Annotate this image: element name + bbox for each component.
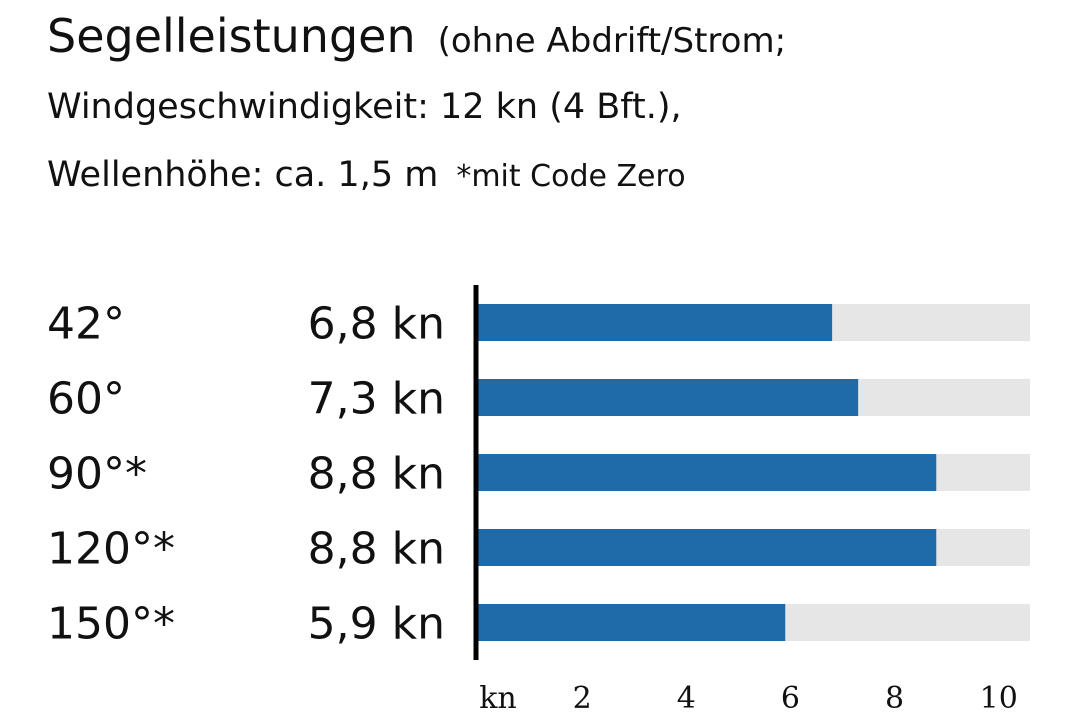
x-tick-label: 8 xyxy=(885,681,904,712)
subtitle-line: Wellenhöhe: ca. 1,5 m *mit Code Zero xyxy=(47,155,686,195)
value-label: 5,9 kn xyxy=(308,599,445,650)
x-tick-label: 6 xyxy=(781,681,800,712)
value-label: 8,8 kn xyxy=(308,524,445,575)
value-label: 7,3 kn xyxy=(308,374,445,425)
category-label: 150°* xyxy=(47,599,175,650)
bar xyxy=(478,304,833,341)
chart-title-line: Segelleistungen (ohne Abdrift/Strom; xyxy=(47,9,786,63)
bar xyxy=(478,379,859,416)
value-label: 6,8 kn xyxy=(308,299,445,350)
bar xyxy=(478,454,937,491)
subtitle: (ohne Abdrift/Strom; xyxy=(438,21,786,61)
category-label: 42° xyxy=(47,299,125,350)
category-label: 90°* xyxy=(47,449,147,500)
category-label: 120°* xyxy=(47,524,175,575)
x-tick-label: 2 xyxy=(573,681,592,712)
subtitle: Windgeschwindigkeit: 12 kn (4 Bft.), xyxy=(47,87,682,127)
x-tick-label: 4 xyxy=(677,681,696,712)
category-label: 60° xyxy=(47,374,125,425)
x-tick-label: kn xyxy=(479,681,517,712)
value-label: 8,8 kn xyxy=(308,449,445,500)
note: *mit Code Zero xyxy=(456,159,685,194)
subtitle: Wellenhöhe: ca. 1,5 m xyxy=(47,155,438,195)
x-tick-label: 10 xyxy=(980,681,1018,712)
bar xyxy=(478,604,786,641)
chart-title: Segelleistungen xyxy=(47,9,416,63)
bar xyxy=(478,529,937,566)
